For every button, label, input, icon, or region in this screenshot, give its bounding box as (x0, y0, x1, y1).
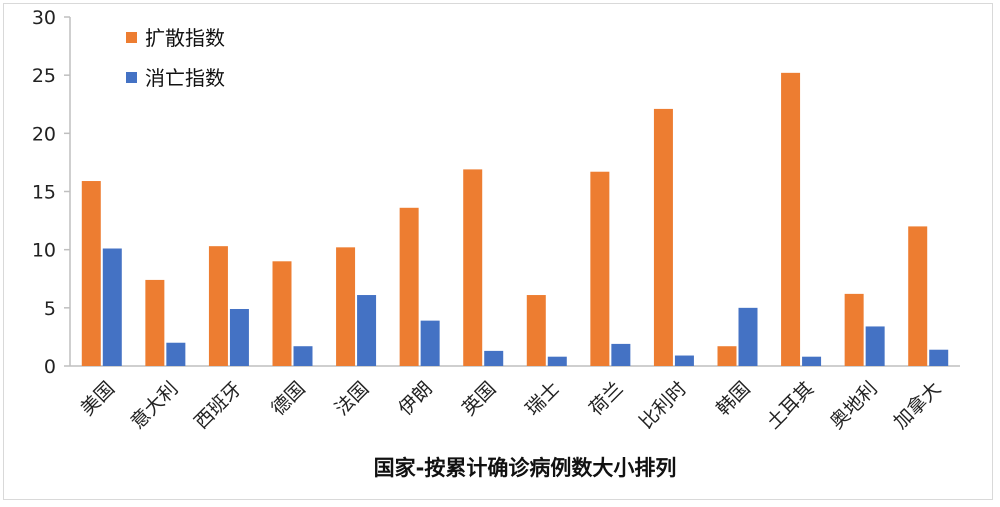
bar-decline-比利时 (674, 355, 694, 366)
bar-diffusion-韩国 (717, 346, 737, 366)
x-tick-label: 西班牙 (190, 378, 246, 434)
bar-diffusion-瑞士 (526, 295, 546, 366)
x-tick-label: 德国 (267, 378, 309, 420)
bar-diffusion-法国 (336, 247, 356, 366)
x-tick-label: 法国 (331, 378, 373, 420)
x-tick-label: 意大利 (127, 378, 183, 434)
bar-diffusion-意大利 (145, 279, 165, 366)
bar-decline-西班牙 (229, 308, 249, 366)
bar-diffusion-英国 (463, 169, 483, 366)
category-labels: 美国 意大利 西班牙 德国 法国 伊朗 英国 瑞士 荷兰 比利时 韩国 土耳其 奥地利 加拿大 (76, 377, 945, 434)
bar-decline-加拿大 (929, 349, 949, 366)
y-axis: 0 5 10 15 20 25 30 (32, 7, 71, 378)
bar-decline-德国 (293, 346, 313, 366)
x-tick-label: 伊朗 (394, 378, 436, 420)
legend-label: 扩散指数 (145, 26, 225, 50)
bar-decline-英国 (484, 350, 504, 366)
chart-frame (3, 3, 993, 500)
x-tick-label: 土耳其 (762, 378, 818, 434)
bar-decline-奥地利 (865, 326, 885, 366)
bar-decline-荷兰 (611, 343, 631, 366)
bar-diffusion-荷兰 (590, 171, 610, 366)
y-tick-label: 5 (44, 298, 56, 320)
x-tick-label: 比利时 (635, 378, 691, 434)
legend-swatch (126, 32, 137, 43)
x-axis-title: 国家-按累计确诊病例数大小排列 (374, 456, 677, 480)
y-tick-label: 10 (32, 240, 56, 262)
bar-diffusion-比利时 (653, 108, 673, 367)
bar-decline-美国 (102, 248, 122, 366)
bar-decline-伊朗 (420, 320, 440, 366)
x-tick-label: 加拿大 (889, 377, 946, 434)
bar-diffusion-伊朗 (399, 207, 419, 366)
bar-decline-法国 (357, 295, 377, 366)
bar-diffusion-西班牙 (208, 246, 228, 366)
bar-diffusion-土耳其 (781, 72, 801, 366)
bar-diffusion-奥地利 (844, 293, 864, 366)
x-tick-label: 美国 (76, 378, 118, 420)
bar-decline-意大利 (166, 342, 186, 366)
bar-decline-瑞士 (547, 356, 567, 366)
bar-diffusion-美国 (81, 181, 101, 366)
x-tick-label: 奥地利 (826, 378, 882, 434)
bars (81, 72, 949, 367)
x-tick-label: 荷兰 (585, 378, 627, 420)
x-tick-label: 瑞士 (521, 378, 563, 420)
bar-decline-土耳其 (802, 356, 822, 366)
y-tick-label: 0 (44, 356, 56, 378)
y-tick-label: 30 (32, 7, 56, 29)
y-tick-label: 15 (32, 182, 56, 204)
bar-diffusion-加拿大 (908, 226, 928, 366)
x-tick-label: 英国 (458, 378, 500, 420)
legend-swatch (126, 72, 137, 83)
x-tick-label: 韩国 (712, 378, 754, 420)
y-tick-label: 20 (32, 123, 56, 145)
legend-label: 消亡指数 (145, 66, 225, 90)
y-tick-label: 25 (32, 65, 56, 87)
bar-diffusion-德国 (272, 261, 292, 366)
bar-decline-韩国 (738, 307, 758, 366)
